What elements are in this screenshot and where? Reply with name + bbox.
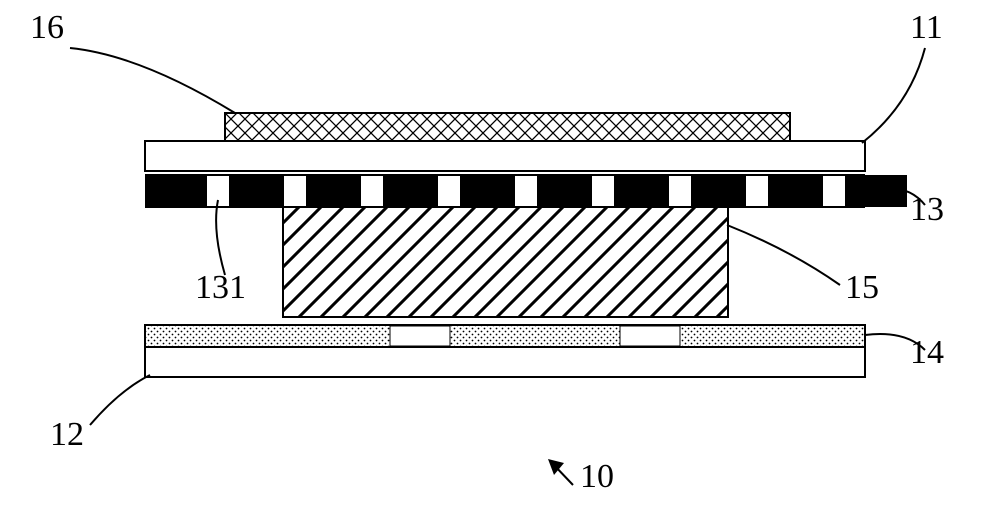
label-11: 11 bbox=[910, 9, 943, 46]
leader-16 bbox=[70, 48, 235, 113]
layer-13-segment bbox=[845, 175, 907, 207]
label-12: 12 bbox=[50, 416, 84, 453]
layer-14-gap bbox=[620, 326, 680, 346]
cross-section-diagram: 10 11 12 13 14 15 16 131 bbox=[0, 0, 1000, 523]
label-131: 131 bbox=[195, 269, 246, 306]
leader-11 bbox=[862, 48, 925, 143]
leader-15 bbox=[727, 225, 840, 285]
layer-14-gap bbox=[390, 326, 450, 346]
layer-13-segment bbox=[145, 175, 207, 207]
layer-15 bbox=[283, 207, 728, 317]
layer-13-segment bbox=[460, 175, 515, 207]
label-15: 15 bbox=[845, 269, 879, 306]
layer-11 bbox=[145, 141, 865, 171]
layer-13-segment bbox=[306, 175, 361, 207]
layer-13-segment bbox=[614, 175, 669, 207]
layer-14 bbox=[145, 325, 865, 347]
label-16: 16 bbox=[30, 9, 64, 46]
layer-13-segment bbox=[537, 175, 592, 207]
layer-13-segment bbox=[229, 175, 284, 207]
label-10: 10 bbox=[580, 458, 614, 495]
layer-13-segment bbox=[768, 175, 823, 207]
layer-16 bbox=[225, 113, 790, 141]
layer-13-segment bbox=[691, 175, 746, 207]
layer-12 bbox=[145, 347, 865, 377]
label-14: 14 bbox=[910, 334, 944, 371]
layer-13-segment bbox=[383, 175, 438, 207]
leader-12 bbox=[90, 375, 150, 425]
label-13: 13 bbox=[910, 191, 944, 228]
leader-131 bbox=[216, 200, 225, 275]
